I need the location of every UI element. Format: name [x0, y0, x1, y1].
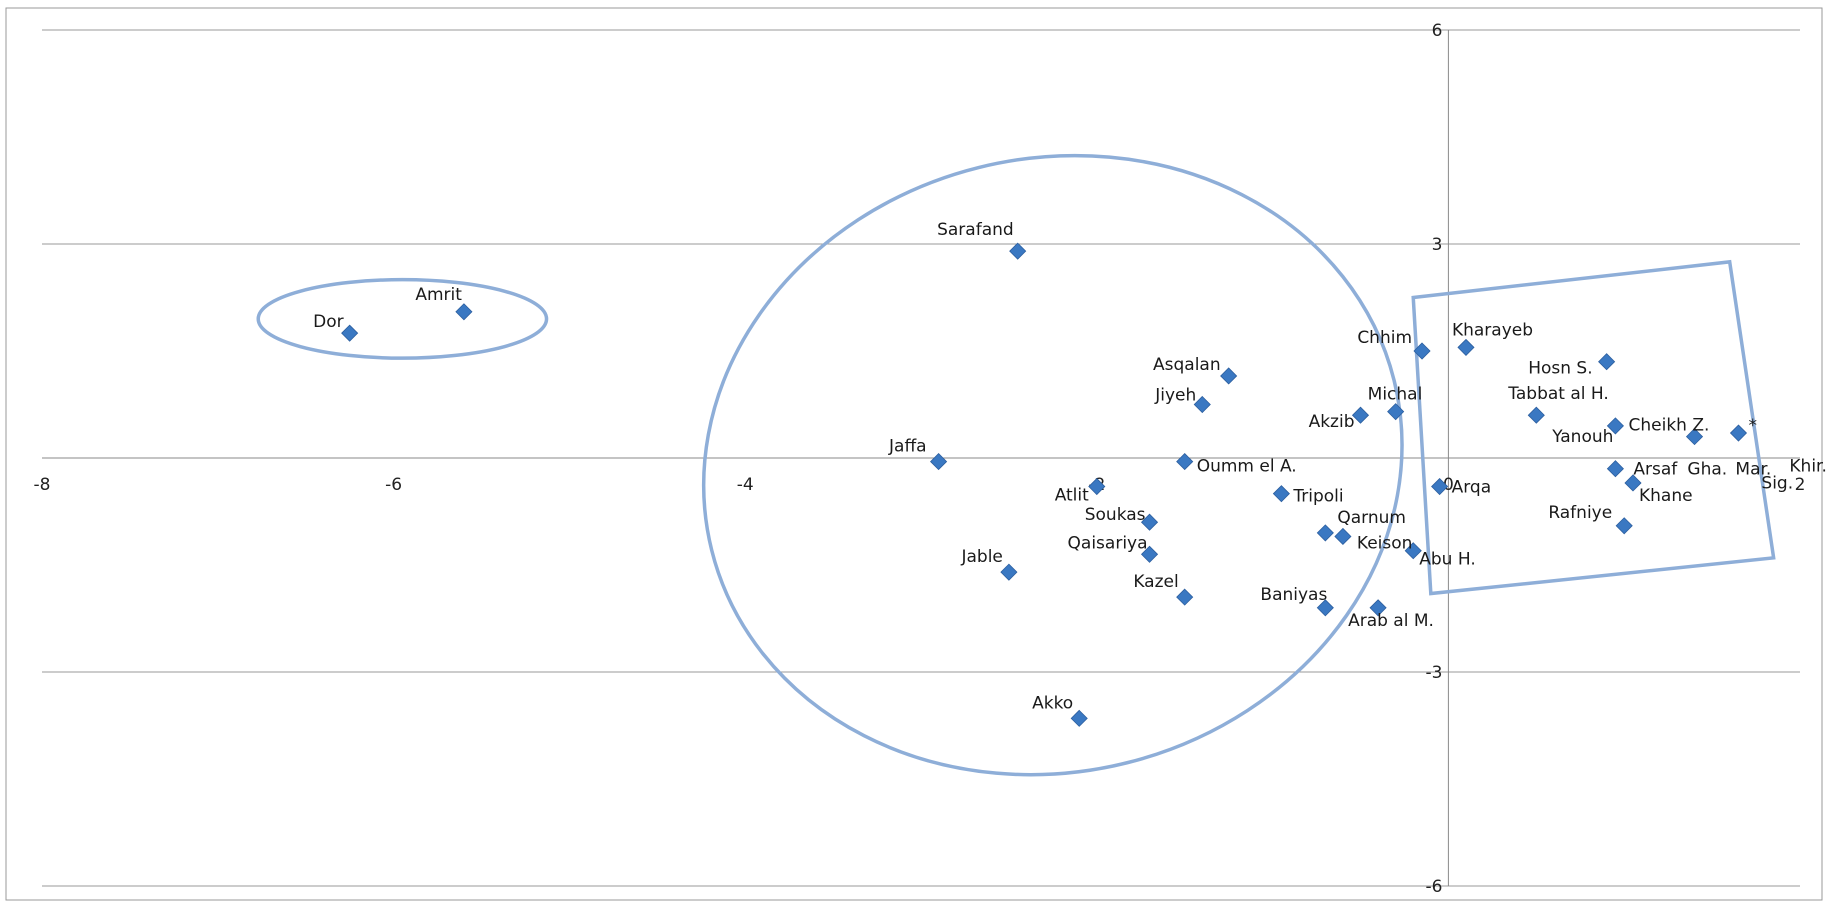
- point-label: Michal: [1368, 385, 1423, 405]
- point-label: Hosn S.: [1528, 359, 1592, 379]
- data-point: [1606, 460, 1624, 478]
- cluster-ellipse: [256, 277, 549, 360]
- point-label: Arqa: [1452, 478, 1492, 498]
- annotation-label: Khir.: [1789, 457, 1826, 477]
- point-label: Yanouh: [1551, 427, 1613, 447]
- point-label: Khane: [1639, 486, 1693, 506]
- data-point: [1527, 406, 1545, 424]
- data-point: [1369, 599, 1387, 617]
- annotation-label: Mar.: [1735, 460, 1771, 480]
- annotations: Gha. Mar. Khir.Sig.: [1687, 457, 1826, 494]
- point-label: Sarafand: [937, 220, 1014, 240]
- data-point: [1000, 563, 1018, 581]
- data-point: [1176, 588, 1194, 606]
- point-label: Cheikh Z.: [1629, 416, 1710, 436]
- point-label: Oumm el A.: [1197, 457, 1297, 477]
- cluster-polygon: [1411, 259, 1776, 596]
- x-tick-label: -8: [34, 475, 51, 495]
- data-point: [1193, 395, 1211, 414]
- data-point: [1334, 527, 1352, 546]
- x-tick-label: -4: [737, 475, 754, 495]
- point-label: Qarnum: [1337, 508, 1406, 528]
- y-tick-label: -6: [1425, 877, 1442, 897]
- data-point: [1457, 338, 1475, 356]
- cluster-ellipse: [701, 153, 1404, 777]
- point-label: Kazel: [1133, 572, 1178, 592]
- y-tick-label: -3: [1425, 663, 1442, 683]
- data-point: [341, 324, 359, 342]
- data-point: [455, 303, 473, 321]
- point-label: Atlit: [1055, 486, 1089, 506]
- point-label: Arsaf: [1633, 460, 1678, 480]
- data-point: [1088, 477, 1106, 496]
- point-label: Asqalan: [1153, 355, 1221, 375]
- data-point: [1316, 599, 1334, 617]
- point-label: Akko: [1032, 693, 1073, 713]
- point-label: Qaisariya: [1068, 533, 1148, 553]
- point-label: Tabbat al H.: [1507, 384, 1609, 404]
- data-point: [1624, 474, 1642, 492]
- data-point: [1729, 424, 1748, 442]
- data-point: [1140, 545, 1159, 563]
- chart-frame: [5, 7, 1823, 901]
- point-label: Akzib: [1309, 412, 1355, 432]
- data-point: [1140, 513, 1159, 531]
- data-point: [1070, 709, 1088, 727]
- data-point: [1351, 406, 1370, 424]
- point-label: Dor: [313, 312, 343, 332]
- data-point: [1272, 485, 1290, 503]
- data-point: [1685, 428, 1704, 446]
- data-point: [930, 453, 948, 471]
- data-point: [1606, 417, 1624, 435]
- data-point: [1387, 403, 1405, 421]
- data-point: [1220, 367, 1238, 385]
- data-points: [341, 242, 1748, 727]
- point-label: Abu H.: [1419, 550, 1476, 570]
- point-label: Tripoli: [1292, 487, 1343, 507]
- point-label: Amrit: [415, 285, 462, 305]
- point-label: Keison: [1357, 533, 1413, 553]
- point-label: Rafniye: [1548, 503, 1612, 523]
- point-label: Jable: [960, 547, 1002, 567]
- x-tick-label: -6: [385, 475, 402, 495]
- data-point: [1009, 242, 1027, 260]
- data-point: [1413, 342, 1431, 360]
- gridlines: [42, 29, 1800, 887]
- y-tick-label: 3: [1432, 235, 1443, 255]
- point-label: Jiyeh: [1154, 386, 1196, 406]
- data-point: [1316, 524, 1334, 542]
- data-point: [1615, 517, 1633, 535]
- point-label: Chhim: [1357, 328, 1412, 348]
- axes: -8-6-4-202-6-336: [34, 21, 1806, 897]
- annotation-label: Gha.: [1687, 460, 1727, 480]
- cluster-shapes: [256, 153, 1776, 777]
- data-point: [1176, 453, 1194, 471]
- x-tick-label: 0: [1443, 475, 1454, 495]
- point-label: *: [1748, 416, 1757, 436]
- point-label: Arab al M.: [1348, 611, 1434, 631]
- data-point: [1431, 477, 1449, 496]
- point-label: Jaffa: [888, 437, 927, 457]
- y-tick-label: 6: [1432, 21, 1443, 41]
- data-point: [1598, 353, 1616, 371]
- point-label: Soukas: [1085, 505, 1146, 525]
- x-tick-label: 2: [1795, 475, 1806, 495]
- point-labels: Dor Amrit Sarafand Asqalan Jiyeh Jaffa Atlit Ou…: [313, 220, 1757, 713]
- annotation-label: Sig.: [1761, 474, 1793, 494]
- point-label: Baniyas: [1260, 585, 1327, 605]
- point-label: Kharayeb: [1452, 320, 1533, 340]
- data-point: [1404, 542, 1422, 560]
